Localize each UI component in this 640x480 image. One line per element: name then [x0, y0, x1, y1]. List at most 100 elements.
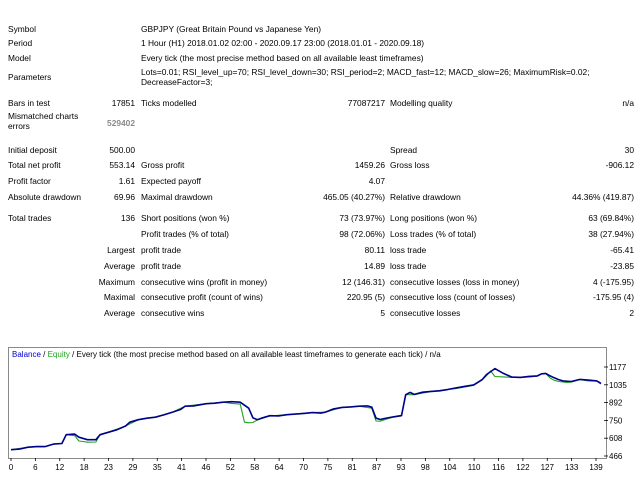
x-tick-label: 52	[226, 463, 235, 472]
balance-line	[10, 367, 602, 451]
model-value: Every tick (the most precise method base…	[141, 53, 424, 63]
total-trades-value: 136	[121, 213, 135, 223]
maximal-consecutive-profit-label: consecutive profit (count of wins)	[141, 292, 263, 302]
symbol-value: GBPJPY (Great Britain Pound vs Japanese …	[141, 24, 322, 34]
relative-drawdown-value: 44.36% (419.87)	[572, 192, 634, 202]
spread-value: 30	[624, 145, 634, 155]
x-tick-label: 35	[153, 463, 162, 472]
x-tick-label: 70	[299, 463, 308, 472]
average-profit-value: 14.89	[364, 261, 385, 271]
absolute-drawdown-value: 69.96	[114, 192, 135, 202]
x-tick-label: 87	[372, 463, 381, 472]
x-tick-label: 104	[443, 463, 457, 472]
x-tick-label: 18	[80, 463, 89, 472]
x-tick-label: 6	[33, 463, 38, 472]
net-profit-value: 553.14	[109, 160, 135, 170]
x-tick-label: 64	[275, 463, 284, 472]
x-tick-label: 133	[565, 463, 579, 472]
x-tick-label: 139	[589, 463, 603, 472]
max-consecutive-losses-value: 4 (-175.95)	[593, 277, 634, 287]
legend-description: / Every tick (the most precise method ba…	[70, 350, 441, 359]
short-positions-value: 73 (73.97%)	[339, 213, 385, 223]
absolute-drawdown-label: Absolute drawdown	[8, 192, 82, 202]
x-tick-label: 41	[177, 463, 186, 472]
y-tick-label: 608	[609, 434, 623, 443]
bars-label: Bars in test	[8, 98, 50, 108]
initial-deposit-label: Initial deposit	[8, 145, 57, 155]
legend-balance: Balance	[12, 350, 41, 359]
symbol-label: Symbol	[8, 24, 36, 34]
y-tick-label: 1035	[609, 381, 627, 390]
legend-equity: Equity	[48, 350, 70, 359]
y-tick-label: 1177	[609, 363, 627, 372]
model-label: Model	[8, 53, 31, 63]
average-profit-label: profit trade	[141, 261, 182, 271]
x-tick-label: 116	[492, 463, 505, 472]
period-value: 1 Hour (H1) 2018.01.02 02:00 - 2020.09.1…	[141, 38, 425, 48]
x-tick-label: 98	[421, 463, 430, 472]
expected-payoff-value: 4.07	[368, 176, 385, 186]
maximal-consecutive-loss-label: consecutive loss (count of losses)	[390, 292, 516, 302]
total-trades-label: Total trades	[8, 213, 52, 223]
expected-payoff-label: Expected payoff	[141, 176, 201, 186]
x-tick-label: 127	[541, 463, 555, 472]
x-tick-label: 12	[55, 463, 64, 472]
x-tick-label: 23	[104, 463, 113, 472]
short-positions-label: Short positions (won %)	[141, 213, 230, 223]
period-label: Period	[8, 38, 33, 48]
y-tick-label: 750	[609, 416, 623, 425]
bars-value: 17851	[111, 98, 135, 108]
spread-label: Spread	[390, 145, 418, 155]
relative-drawdown-label: Relative drawdown	[390, 192, 461, 202]
maximal-consecutive-loss-value: -175.95 (4)	[593, 292, 634, 302]
x-tick-label: 0	[9, 463, 14, 472]
gross-loss-label: Gross loss	[390, 160, 430, 170]
legend-separator: /	[41, 350, 48, 359]
parameters-label: Parameters	[8, 72, 52, 82]
max-consecutive-losses-label: consecutive losses (loss in money)	[390, 277, 520, 287]
largest-loss-value: -65.41	[610, 245, 634, 255]
profit-factor-value: 1.61	[118, 176, 135, 186]
x-tick-label: 75	[323, 463, 332, 472]
average-consecutive-wins-value: 5	[380, 308, 385, 318]
ticks-value: 77087217	[347, 98, 385, 108]
chart-legend: Balance / Equity / Every tick (the most …	[12, 350, 441, 359]
long-positions-value: 63 (69.84%)	[588, 213, 634, 223]
average-consecutive-losses-label: consecutive losses	[390, 308, 461, 318]
largest-loss-label: loss trade	[390, 245, 427, 255]
equity-line	[10, 370, 602, 451]
average-consecutive-losses-value: 2	[629, 308, 634, 318]
max-consecutive-wins-value: 12 (146.31)	[342, 277, 385, 287]
x-tick-label: 93	[397, 463, 406, 472]
balance-chart-plot	[8, 347, 607, 459]
maximal-drawdown-label: Maximal drawdown	[141, 192, 213, 202]
largest-profit-label: profit trade	[141, 245, 182, 255]
x-tick-label: 58	[250, 463, 259, 472]
profit-factor-label: Profit factor	[8, 176, 51, 186]
quality-label: Modelling quality	[390, 98, 453, 108]
largest-label: Largest	[107, 245, 135, 255]
average-loss-label: loss trade	[390, 261, 427, 271]
x-tick-label: 122	[516, 463, 530, 472]
max-consecutive-wins-label: consecutive wins (profit in money)	[141, 277, 268, 287]
x-tick-label: 29	[128, 463, 137, 472]
parameters-value: Lots=0.01; RSI_level_up=70; RSI_level_do…	[141, 67, 590, 87]
average-consecutive-label: Average	[103, 308, 135, 318]
x-tick-label: 46	[202, 463, 211, 472]
largest-profit-value: 80.11	[364, 245, 385, 255]
mismatch-label: Mismatched charts errors	[8, 111, 79, 131]
x-tick-label: 81	[348, 463, 357, 472]
initial-deposit-value: 500.00	[109, 145, 135, 155]
maximal-label: Maximal	[103, 292, 135, 302]
average-label: Average	[103, 261, 135, 271]
y-tick-label: 466	[609, 452, 623, 461]
maximum-label: Maximum	[98, 277, 135, 287]
quality-value: n/a	[622, 98, 634, 108]
average-consecutive-wins-label: consecutive wins	[141, 308, 205, 318]
maximal-consecutive-profit-value: 220.95 (5)	[346, 292, 385, 302]
loss-trades-label: Loss trades (% of total)	[390, 229, 477, 239]
mismatch-value: 529402	[107, 118, 135, 128]
profit-trades-label: Profit trades (% of total)	[141, 229, 229, 239]
net-profit-label: Total net profit	[8, 160, 61, 170]
